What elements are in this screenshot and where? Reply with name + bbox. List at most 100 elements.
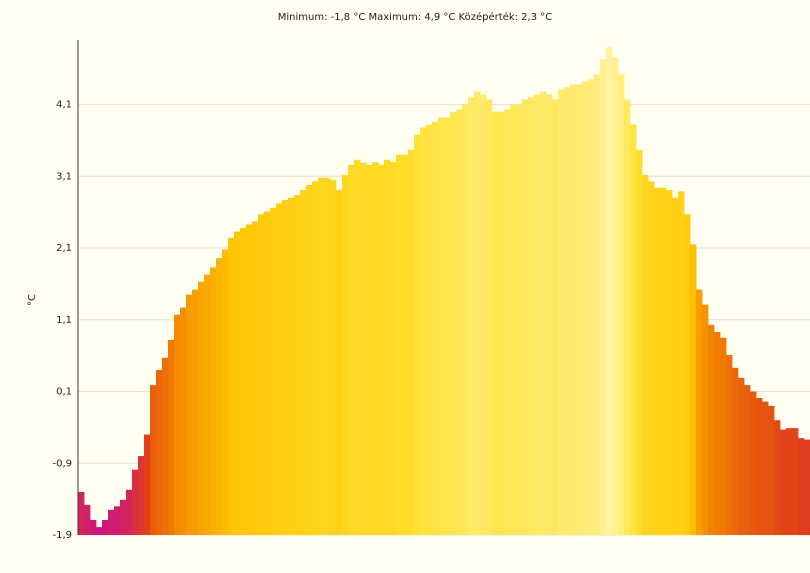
bar [324, 177, 331, 535]
bar [648, 181, 655, 535]
bar [342, 174, 349, 535]
bar [660, 187, 667, 536]
bar [354, 159, 361, 535]
bar [624, 99, 631, 535]
bar [192, 289, 199, 535]
bar [516, 104, 523, 535]
y-axis-label: °C [27, 294, 38, 306]
bar [234, 231, 241, 536]
bar [786, 428, 793, 535]
y-tick-label: 1,1 [56, 315, 72, 326]
bar [708, 324, 715, 535]
chart-title: Minimum: -1,8 °C Maximum: 4,9 °C Középér… [278, 11, 552, 23]
bar [318, 177, 325, 535]
bar [600, 59, 607, 535]
bar [756, 397, 763, 535]
bar [120, 499, 127, 535]
bar [216, 258, 223, 535]
bar [486, 99, 493, 535]
bar [636, 149, 643, 535]
bar [138, 456, 145, 535]
bar [396, 154, 403, 536]
bar [84, 504, 91, 535]
bar [684, 214, 691, 535]
bar [504, 109, 511, 535]
bar [792, 428, 799, 535]
bar [294, 194, 301, 535]
bar [90, 519, 97, 535]
bar [474, 91, 481, 536]
bar [228, 238, 235, 535]
bar [180, 307, 187, 535]
bar [768, 405, 775, 535]
bar [582, 81, 589, 535]
bar [438, 117, 445, 535]
bar [162, 357, 169, 535]
bar [366, 164, 373, 535]
bar [102, 519, 109, 535]
bar [264, 211, 271, 535]
bar [306, 184, 313, 536]
bar [462, 104, 469, 535]
bar [762, 401, 769, 535]
bar [804, 439, 810, 535]
bar [132, 469, 139, 535]
bar [330, 179, 337, 536]
bar [732, 367, 739, 535]
bar [612, 57, 619, 535]
bar [384, 159, 391, 535]
bar [630, 124, 637, 536]
bar [204, 274, 211, 535]
bar [96, 527, 103, 535]
bar [414, 134, 421, 535]
bar [594, 74, 601, 535]
bar [678, 191, 685, 535]
bar [492, 111, 499, 535]
bar [726, 354, 733, 535]
bar [78, 491, 85, 535]
bar [108, 509, 115, 535]
bar [348, 164, 355, 535]
bar [168, 339, 175, 535]
bar [408, 149, 415, 535]
bar [546, 94, 553, 536]
y-tick-label: 4,1 [56, 100, 72, 111]
bar [270, 207, 277, 535]
bar [186, 294, 193, 535]
bar [540, 91, 547, 536]
bar [744, 385, 751, 535]
bar [288, 197, 295, 535]
bar [606, 47, 613, 535]
bar [618, 74, 625, 535]
bar [174, 314, 181, 535]
bar [570, 84, 577, 535]
y-tick-label: -1,9 [52, 530, 72, 541]
bar [210, 267, 217, 535]
bar [534, 94, 541, 536]
bar [702, 304, 709, 535]
bar [450, 111, 457, 535]
bar [780, 429, 787, 535]
bar [282, 199, 289, 535]
bar [252, 221, 259, 535]
bar [528, 97, 535, 536]
bar [144, 434, 151, 535]
bar [714, 331, 721, 535]
bar [360, 162, 367, 535]
bar [558, 89, 565, 535]
bar [588, 79, 595, 536]
bar [798, 438, 805, 535]
bar [690, 244, 697, 535]
bar [372, 161, 379, 535]
bar [378, 164, 385, 535]
bar [498, 111, 505, 535]
bar [720, 337, 727, 535]
bar [432, 121, 439, 536]
bar [336, 189, 343, 535]
bar [390, 161, 397, 535]
bar [150, 385, 157, 535]
bar [114, 506, 121, 535]
bar [552, 99, 559, 535]
y-tick-label: 2,1 [56, 243, 72, 254]
